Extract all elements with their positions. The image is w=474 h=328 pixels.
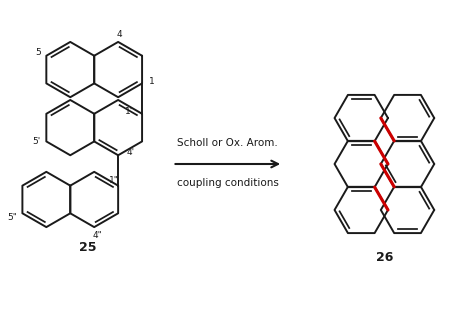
Text: 25: 25 <box>79 241 96 254</box>
Text: Scholl or Ox. Arom.: Scholl or Ox. Arom. <box>177 138 278 148</box>
Text: 1': 1' <box>125 107 133 116</box>
Text: 1": 1" <box>109 175 118 185</box>
Text: 5": 5" <box>7 214 17 222</box>
Text: 5': 5' <box>32 137 40 146</box>
Text: 5: 5 <box>35 48 41 57</box>
Text: 4: 4 <box>116 30 122 39</box>
Text: 26: 26 <box>376 251 393 264</box>
Text: 4": 4" <box>93 231 103 240</box>
Text: 4': 4' <box>127 149 135 157</box>
Text: coupling conditions: coupling conditions <box>177 178 279 188</box>
Text: 1: 1 <box>149 76 155 86</box>
